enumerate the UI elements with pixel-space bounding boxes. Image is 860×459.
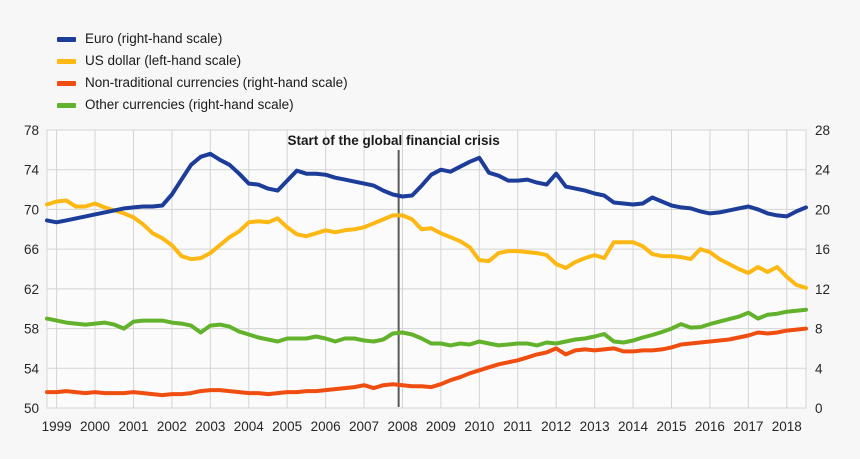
x-axis-tick-label: 2018 — [772, 419, 802, 434]
series-line-other — [45, 307, 808, 348]
crisis-annotation: Start of the global financial crisis — [287, 133, 499, 148]
x-axis-tick-label: 2017 — [733, 419, 763, 434]
x-axis-tick-label: 2006 — [311, 419, 341, 434]
x-axis-tick-label: 2002 — [157, 419, 187, 434]
left-axis-tick-label: 78 — [24, 123, 39, 138]
left-axis-tick-label: 70 — [24, 202, 39, 217]
right-axis-tick-label: 20 — [815, 202, 830, 217]
legend-item-non-traditional: Non-traditional currencies (right-hand s… — [57, 76, 348, 90]
x-axis-tick-label: 2012 — [541, 419, 571, 434]
right-axis-tick-label: 4 — [815, 361, 823, 376]
left-axis-tick-label: 74 — [24, 163, 40, 178]
x-axis-tick-label: 2000 — [80, 419, 110, 434]
left-axis-tick-label: 50 — [24, 401, 39, 416]
x-axis-tick-label: 2003 — [195, 419, 225, 434]
plot-background — [46, 129, 807, 409]
x-axis-tick-label: 2014 — [618, 419, 649, 434]
legend-swatch-us-dollar — [57, 58, 76, 64]
series-line-us-dollar — [45, 198, 808, 290]
x-axis-tick-label: 2004 — [234, 419, 265, 434]
legend-swatch-non-traditional — [57, 80, 76, 86]
right-axis-tick-label: 28 — [815, 123, 830, 138]
right-axis-tick-label: 16 — [815, 242, 830, 257]
legend-item-us-dollar: US dollar (left-hand scale) — [57, 54, 348, 68]
legend: Euro (right-hand scale) US dollar (left-h… — [57, 32, 348, 112]
left-axis-tick-label: 66 — [24, 242, 39, 257]
legend-label-us-dollar: US dollar (left-hand scale) — [85, 53, 242, 68]
series-line-euro — [45, 151, 808, 225]
x-axis-tick-label: 2001 — [118, 419, 148, 434]
x-axis-tick-label: 2007 — [349, 419, 379, 434]
legend-label-euro: Euro (right-hand scale) — [85, 31, 223, 46]
left-axis-tick-label: 54 — [24, 361, 40, 376]
x-axis-tick-label: 2008 — [387, 419, 417, 434]
right-axis-tick-label: 24 — [815, 163, 831, 178]
series-line-non-traditional — [45, 326, 808, 398]
right-axis-tick-label: 8 — [815, 322, 823, 337]
legend-swatch-other — [57, 102, 76, 108]
x-axis-tick-label: 2013 — [580, 419, 610, 434]
x-axis-tick-label: 2010 — [464, 419, 494, 434]
x-axis-tick-label: 1999 — [42, 419, 72, 434]
x-axis-tick-label: 2005 — [272, 419, 302, 434]
legend-item-other: Other currencies (right-hand scale) — [57, 98, 348, 112]
left-axis-tick-label: 58 — [24, 322, 39, 337]
legend-swatch-euro — [57, 36, 76, 42]
x-axis-tick-label: 2016 — [695, 419, 725, 434]
x-axis-tick-label: 2015 — [656, 419, 686, 434]
legend-label-non-traditional: Non-traditional currencies (right-hand s… — [85, 75, 348, 90]
legend-label-other: Other currencies (right-hand scale) — [85, 97, 294, 112]
right-axis-tick-label: 12 — [815, 282, 830, 297]
x-axis-tick-label: 2009 — [426, 419, 456, 434]
right-axis-tick-label: 0 — [815, 401, 823, 416]
legend-item-euro: Euro (right-hand scale) — [57, 32, 348, 46]
left-axis-tick-label: 62 — [24, 282, 39, 297]
x-axis-tick-label: 2011 — [503, 419, 532, 434]
